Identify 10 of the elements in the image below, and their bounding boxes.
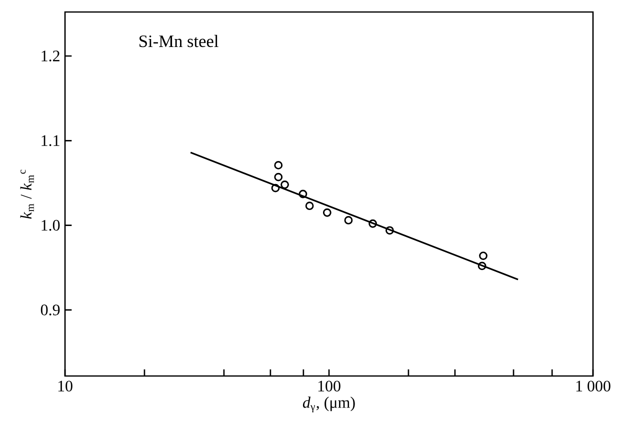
x-tick-label: 10: [58, 380, 72, 392]
y-tick-label: 1.0: [42, 220, 60, 231]
x-tick-label: 100: [318, 380, 340, 392]
x-tick-label: 1 000: [576, 380, 610, 392]
annotation: Si-Mn steel: [140, 34, 218, 48]
y-tick-label: 1.2: [42, 50, 60, 62]
y-tick-label: 1.1: [42, 135, 60, 146]
x-axis-title: d$_{γ}$, (μm): [302, 396, 355, 412]
y-tick-label: 0.9: [40, 304, 60, 316]
y-axis-title: k$_{m}$ / k$_{m}$c: [20, 170, 34, 219]
